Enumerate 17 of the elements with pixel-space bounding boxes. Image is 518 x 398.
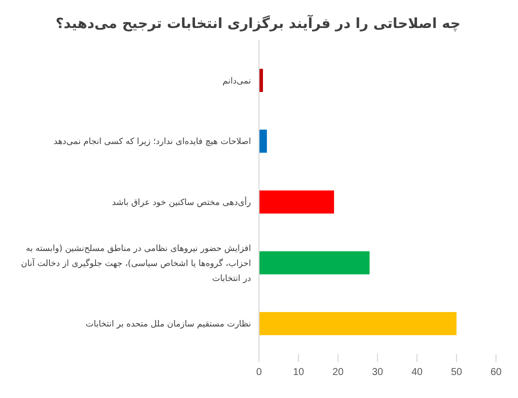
y-tick-label: نمی‌دانم <box>222 76 251 86</box>
x-tick-label: 60 <box>490 367 502 378</box>
x-tick-label: 50 <box>450 367 462 378</box>
x-tick-label: 30 <box>372 367 384 378</box>
bar <box>259 251 370 274</box>
bar <box>259 130 267 153</box>
bar <box>259 312 456 336</box>
y-tick-label: نظارت مستقیم سازمان ملل متحده بر انتخابات <box>86 320 251 330</box>
y-tick-label: اصلاحات هیچ فایده‌ای ندارد؛ زیرا که کسی انجام نمی‌دهد <box>54 137 251 148</box>
x-tick-label: 0 <box>256 367 262 378</box>
y-tick-label: رأی‌دهی مختص ساکنین خود عراق باشد <box>112 196 251 208</box>
bar <box>259 190 334 214</box>
chart-title: چه اصلاحاتی را در فرآیند برگزاری انتخابات ترجیح می‌دهید؟ <box>56 14 460 32</box>
x-tick-label: 20 <box>332 367 344 378</box>
x-tick-label: 10 <box>292 367 304 378</box>
x-tick-label: 40 <box>411 367 423 378</box>
y-tick-label: افزایش حضور نیروهای نظامی در مناطق مسلح‌نشین (وابسته به احزاب، گروه‌ها یا اشخاص سیاسی)، جهت جلوگیری از دخالت آنان در انتخابات <box>21 244 252 284</box>
